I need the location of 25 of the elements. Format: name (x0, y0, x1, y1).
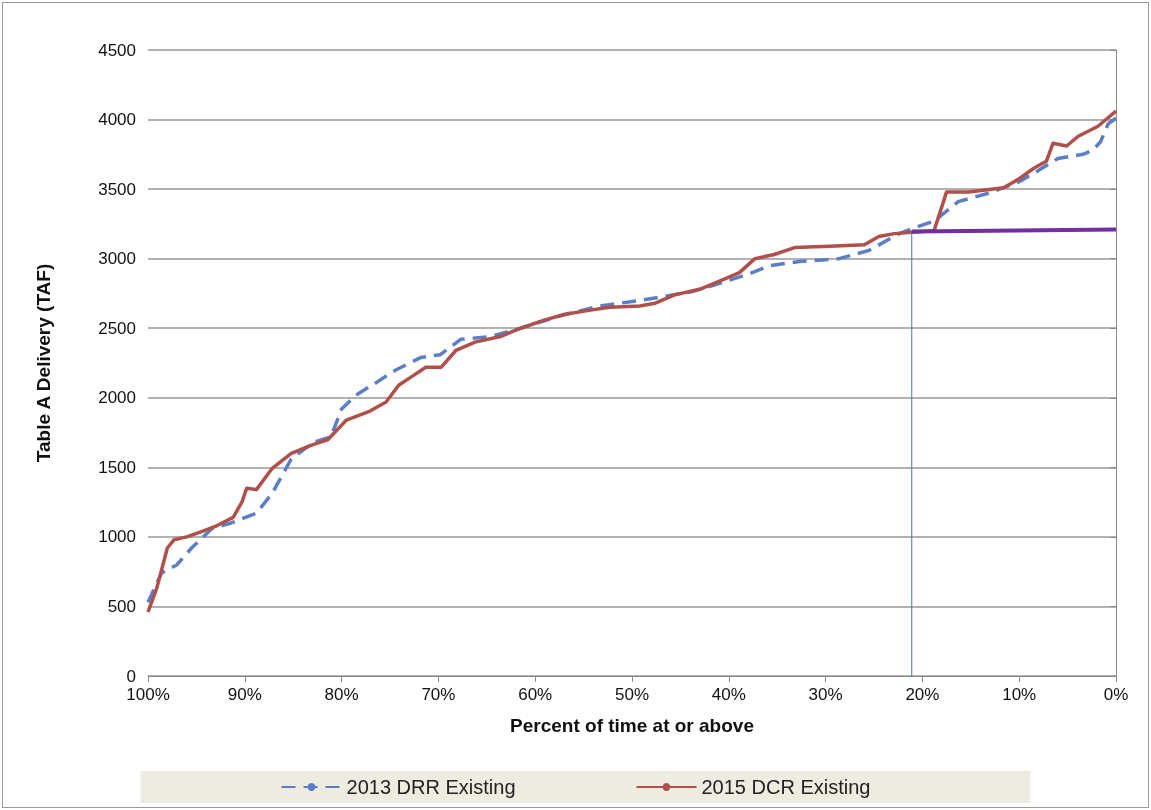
x-tick-label: 40% (711, 685, 746, 704)
x-tick-label: 100% (126, 685, 170, 704)
legend-label: 2013 DRR Existing (346, 776, 516, 798)
y-tick-label: 500 (107, 596, 136, 616)
x-tick-label: 90% (227, 685, 262, 704)
y-tick-label: 3500 (98, 179, 136, 199)
y-tick-label: 2000 (98, 388, 136, 408)
x-tick-label: 60% (518, 685, 553, 704)
x-tick-label: 20% (905, 685, 940, 704)
x-tick-label: 30% (808, 685, 843, 704)
y-tick-label: 3000 (98, 249, 136, 269)
y-tick-label: 0 (126, 666, 136, 686)
y-tick-label: 1000 (98, 527, 136, 547)
x-axis-title: Percent of time at or above (510, 715, 754, 736)
x-tick-label: 70% (421, 685, 456, 704)
y-tick-label: 4500 (98, 40, 136, 60)
x-tick-label: 80% (324, 685, 359, 704)
legend-label: 2015 DCR Existing (701, 776, 871, 798)
y-tick-label: 2500 (98, 318, 136, 338)
x-tick-label: 10% (1002, 685, 1037, 704)
y-tick-label: 1500 (98, 457, 136, 477)
y-axis-title: Table A Delivery (TAF) (33, 263, 54, 463)
y-tick-label: 4000 (98, 110, 136, 130)
x-tick-label: 0% (1103, 685, 1129, 704)
x-tick-label: 50% (614, 685, 650, 704)
